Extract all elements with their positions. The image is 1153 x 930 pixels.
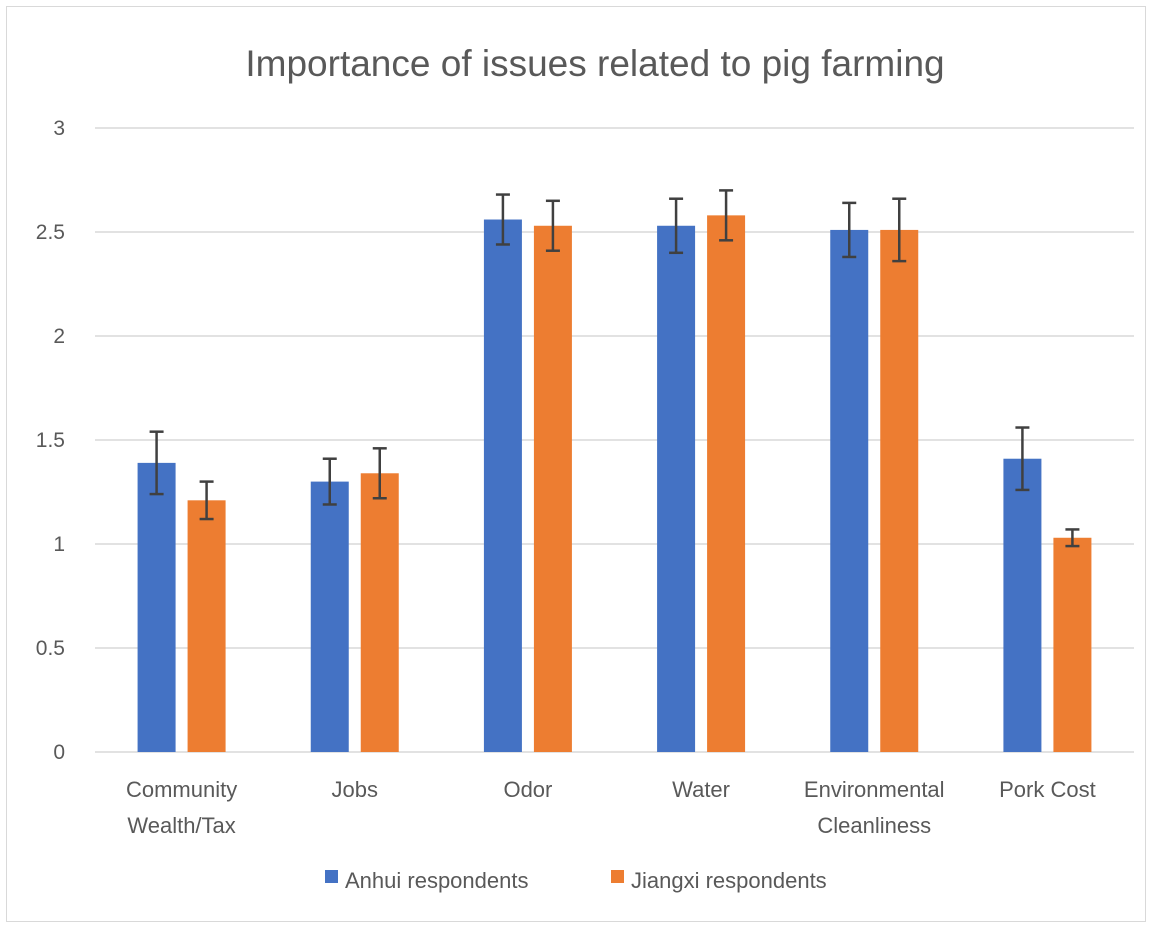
bar: [830, 229, 869, 753]
x-tick-label-line: Environmental: [804, 777, 945, 802]
legend-label: Anhui respondents: [345, 868, 528, 893]
x-tick-label-line: Pork Cost: [999, 777, 1096, 802]
y-tick-label: 1.5: [36, 429, 65, 452]
x-tick-label: Pork Cost: [999, 777, 1096, 802]
x-tick-label-line: Community: [126, 777, 237, 802]
y-tick-label: 0.5: [36, 637, 65, 660]
bar: [707, 215, 746, 753]
gridlines: [95, 127, 1134, 753]
chart-title: Importance of issues related to pig farm…: [245, 43, 944, 84]
legend: Anhui respondents Jiangxi respondents: [325, 868, 827, 893]
error-bars: [149, 189, 1080, 548]
x-tick-label-line: Cleanliness: [817, 813, 931, 838]
chart-frame: Importance of issues related to pig farm…: [6, 6, 1146, 922]
y-tick-label: 1: [53, 533, 65, 556]
bar: [360, 473, 399, 752]
bar: [137, 462, 176, 752]
y-tick-label: 2.5: [36, 221, 65, 244]
y-tick-label: 0: [53, 741, 65, 764]
bar: [187, 500, 226, 752]
legend-swatch: [611, 870, 624, 883]
legend-swatch: [325, 870, 338, 883]
x-tick-label: Environmental Cleanliness: [804, 777, 945, 838]
x-tick-label-line: Water: [672, 777, 730, 802]
bar: [1053, 537, 1092, 752]
y-tick-label: 2: [53, 325, 65, 348]
x-tick-label: Jobs: [332, 777, 378, 802]
bar: [483, 219, 522, 752]
legend-label: Jiangxi respondents: [631, 868, 827, 893]
bars: [137, 215, 1092, 753]
x-tick-label: Water: [672, 777, 730, 802]
x-tick-label-line: Jobs: [332, 777, 378, 802]
x-tick-label: Community Wealth/Tax: [126, 777, 237, 838]
bar-chart: Importance of issues related to pig farm…: [36, 43, 1134, 893]
bar: [533, 225, 572, 752]
x-tick-label-line: Wealth/Tax: [127, 813, 235, 838]
x-tick-label-line: Odor: [503, 777, 552, 802]
bar: [880, 229, 919, 753]
y-tick-label: 3: [53, 117, 65, 140]
bar: [1003, 458, 1042, 752]
bar: [310, 481, 349, 752]
x-axis-categories: Community Wealth/Tax Jobs Odor Water Environm…: [126, 777, 1096, 838]
bar: [657, 225, 696, 752]
x-tick-label: Odor: [503, 777, 552, 802]
y-axis-ticks: 0 0.5 1 1.5 2 2.5 3: [36, 117, 65, 764]
